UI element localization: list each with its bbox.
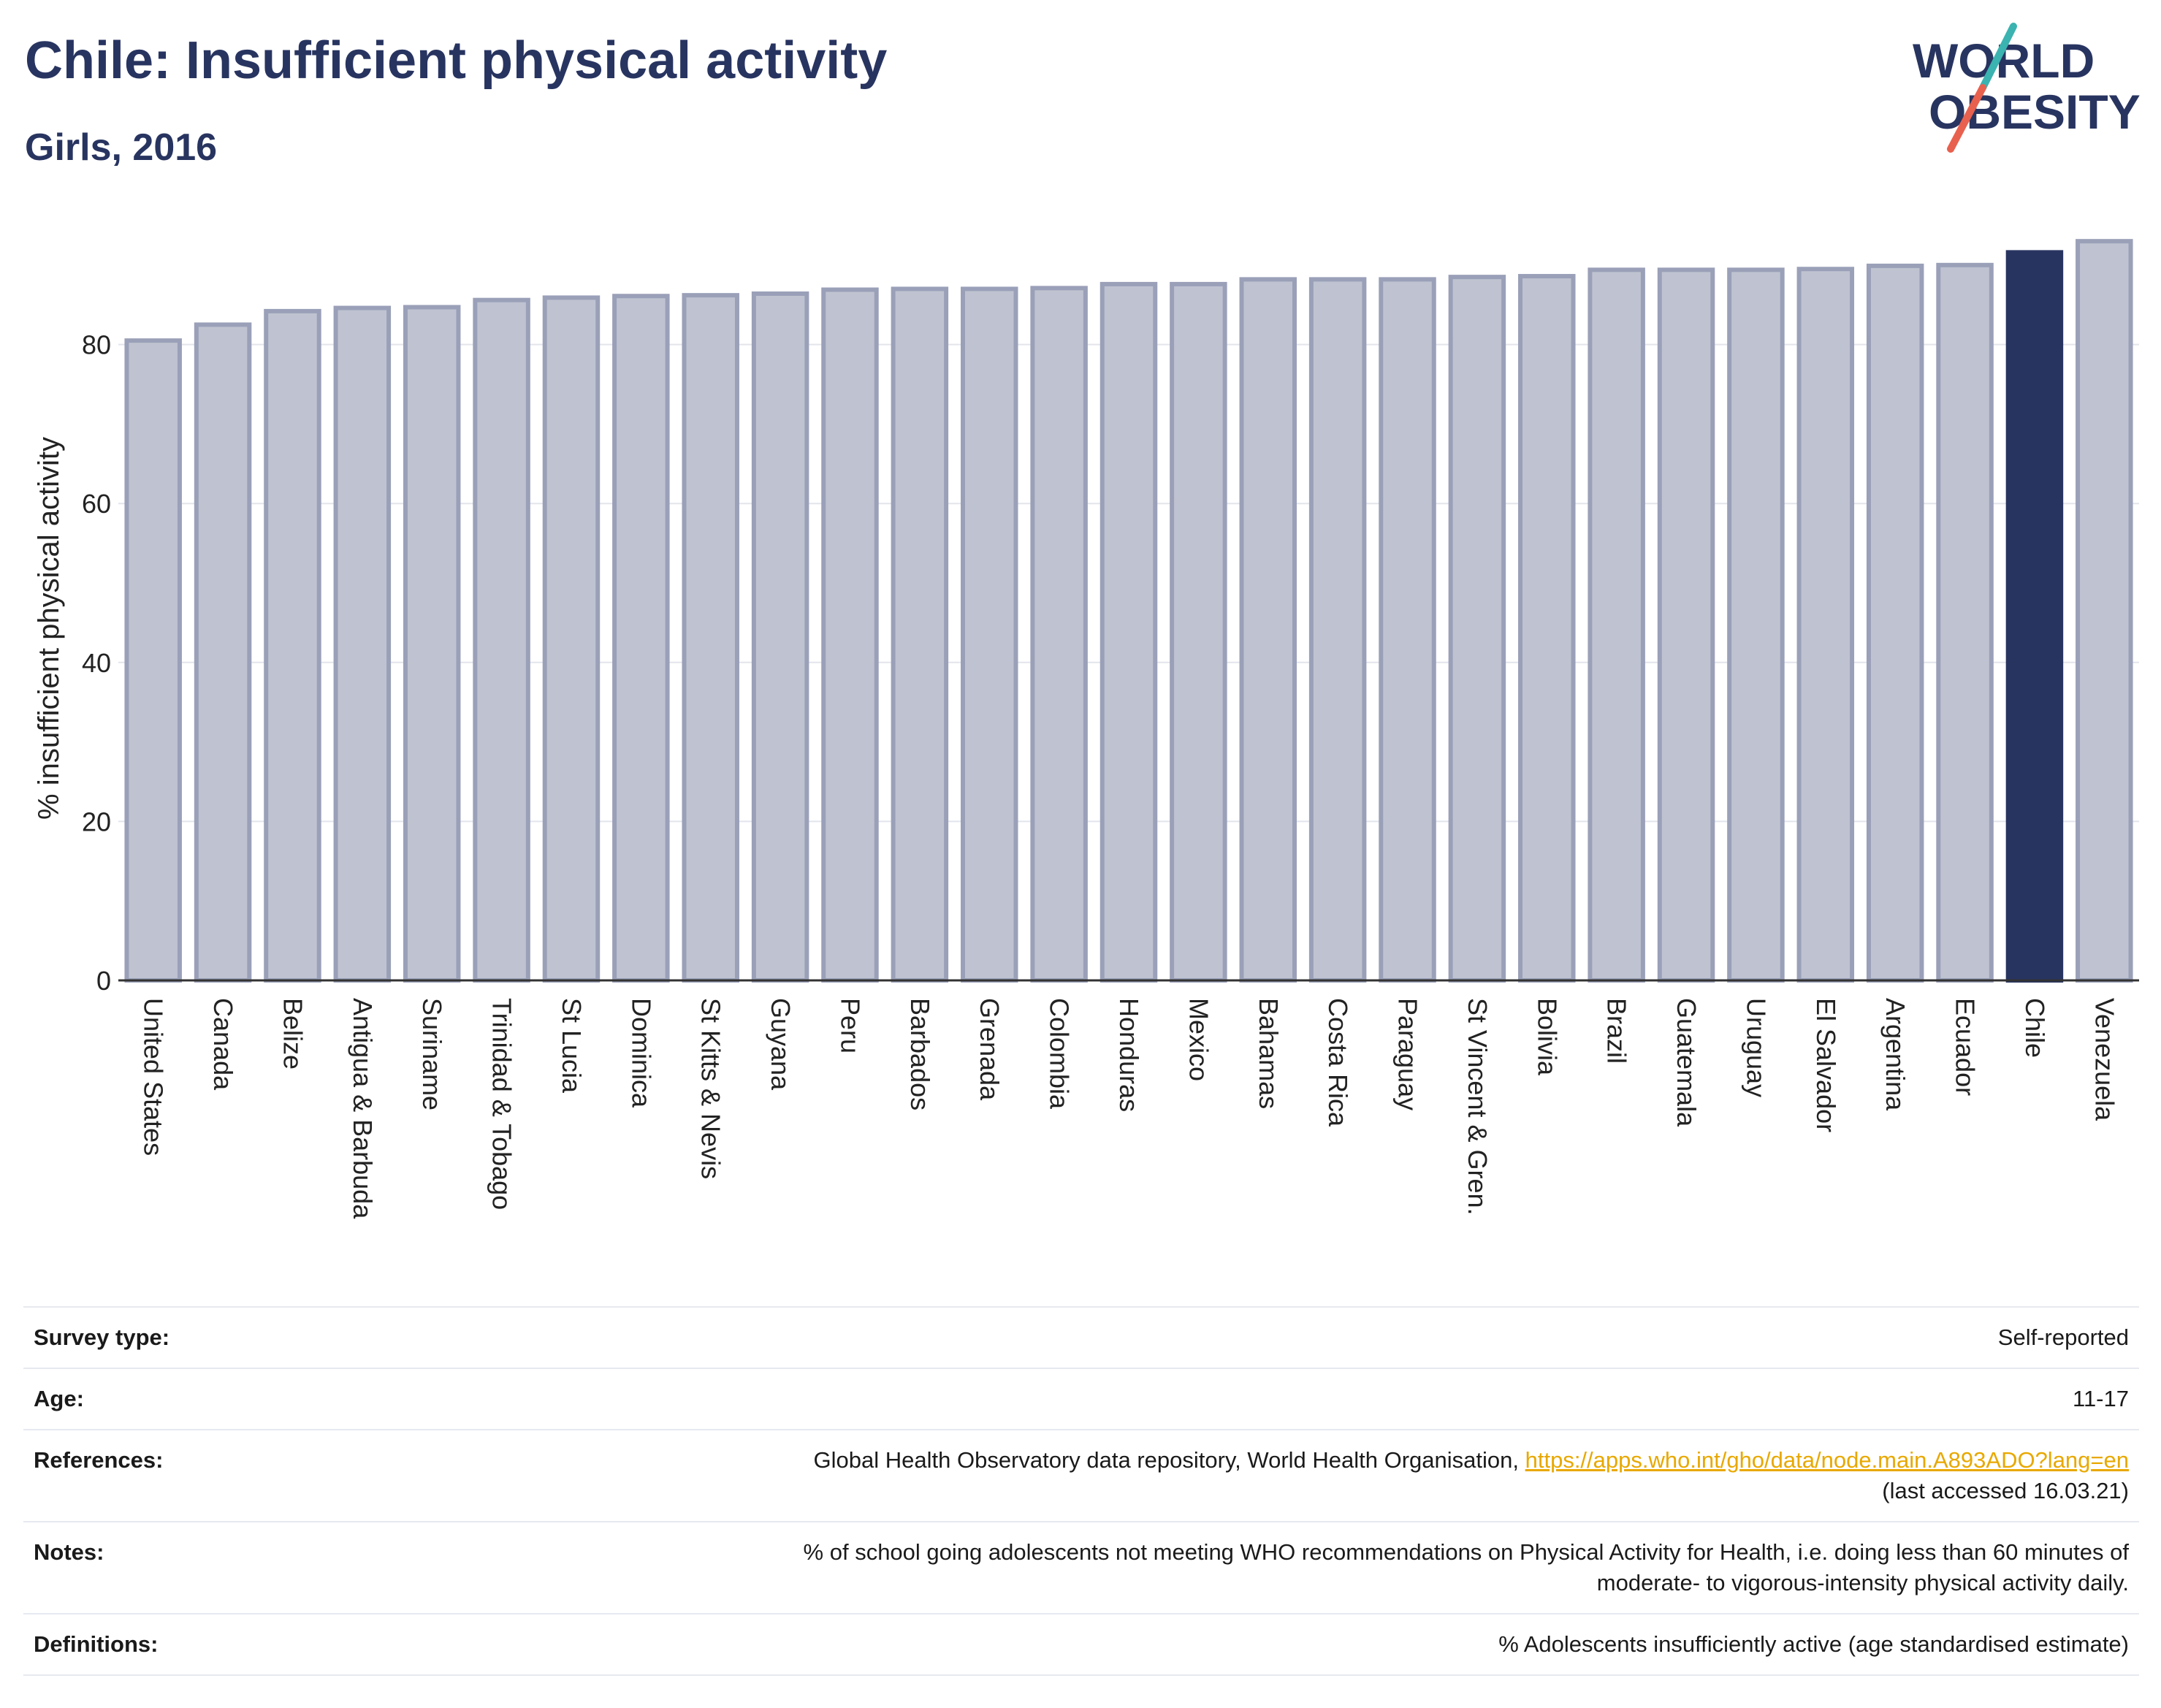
bar-grenada xyxy=(960,286,1018,983)
logo-slash-coral xyxy=(1947,84,1986,153)
bar-st-vincent-gren- xyxy=(1448,275,1506,983)
x-category-label: Uruguay xyxy=(1741,998,1771,1097)
bar-bahamas xyxy=(1239,277,1297,983)
bar-guatemala xyxy=(1657,267,1715,983)
x-category-label: Mexico xyxy=(1184,998,1213,1081)
x-category-label: Paraguay xyxy=(1393,998,1423,1110)
references-accessed: (last accessed 16.03.21) xyxy=(1882,1478,2129,1503)
age-row: Age: 11-17 xyxy=(23,1368,2139,1430)
references-link[interactable]: https://apps.who.int/gho/data/node.main.… xyxy=(1525,1447,2129,1473)
x-category-label: Argentina xyxy=(1880,998,1910,1111)
age-label: Age: xyxy=(34,1386,84,1411)
bar-mexico xyxy=(1170,281,1227,983)
x-category-label: Venezuela xyxy=(2089,998,2119,1121)
survey-type-label: Survey type: xyxy=(34,1324,170,1350)
world-obesity-logo: WORLD OBESITY xyxy=(1913,23,2141,153)
survey-type-value: Self-reported xyxy=(1997,1324,2129,1350)
notes-row: Notes: % of school going adolescents not… xyxy=(23,1522,2139,1614)
y-tick-label: 20 xyxy=(82,807,111,836)
bar-ecuador xyxy=(1936,262,1994,983)
x-category-label: Dominica xyxy=(626,998,656,1108)
x-category-label: Costa Rica xyxy=(1323,998,1353,1127)
references-text: Global Health Observatory data repositor… xyxy=(813,1447,1525,1473)
x-category-label: Canada xyxy=(208,998,238,1091)
bar-el-salvador xyxy=(1796,267,1855,983)
y-tick-label: 40 xyxy=(82,648,111,678)
notes-line-2: moderate- to vigorous-intensity physical… xyxy=(1596,1570,2129,1595)
bar-united-states xyxy=(124,338,182,983)
notes-value: % of school going adolescents not meetin… xyxy=(307,1522,2139,1614)
bar-costa-rica xyxy=(1308,277,1367,983)
bar-uruguay xyxy=(1727,267,1785,983)
x-category-label: Antigua & Barbuda xyxy=(348,998,378,1219)
info-table: Survey type: Self-reported Age: 11-17 Re… xyxy=(23,1306,2139,1676)
bar-colombia xyxy=(1030,286,1088,983)
x-category-label: Honduras xyxy=(1114,998,1144,1112)
chart-title: Chile: Insufficient physical activity xyxy=(25,31,888,90)
y-axis-title: % insufficient physical activity xyxy=(33,437,65,820)
bar-peru xyxy=(821,287,879,983)
x-category-label: St Lucia xyxy=(557,998,587,1094)
bar-trinidad-tobago xyxy=(473,297,530,983)
bar-bolivia xyxy=(1518,274,1576,983)
y-axis-ticks: 0 20 40 60 80 xyxy=(82,330,111,996)
chart-subtitle: Girls, 2016 xyxy=(25,126,218,169)
x-category-label: Guatemala xyxy=(1672,998,1701,1127)
x-category-label: Grenada xyxy=(975,998,1005,1101)
bar-guyana xyxy=(751,291,809,983)
x-category-label: Suriname xyxy=(417,998,447,1110)
bar-st-kitts-nevis xyxy=(682,293,739,983)
x-category-label: Barbados xyxy=(905,998,935,1110)
x-category-label: St Vincent & Gren. xyxy=(1463,998,1493,1216)
x-category-label: Trinidad & Tobago xyxy=(487,998,517,1210)
bar-argentina xyxy=(1866,263,1924,983)
x-category-label: United States xyxy=(139,998,169,1156)
bar-antigua-barbuda xyxy=(333,305,392,983)
bar-paraguay xyxy=(1379,277,1436,983)
bars xyxy=(124,239,2133,983)
x-category-label: Peru xyxy=(835,998,865,1053)
x-category-label: Bolivia xyxy=(1532,998,1562,1076)
age-value: 11-17 xyxy=(2073,1386,2129,1411)
notes-label: Notes: xyxy=(34,1539,104,1565)
bar-chile xyxy=(2005,250,2064,983)
bar-chart: 0 20 40 60 80 United States Canada Belize Antig… xyxy=(33,239,2139,1219)
references-label: References: xyxy=(34,1447,164,1473)
definitions-label: Definitions: xyxy=(34,1631,159,1657)
bar-barbados xyxy=(891,286,949,983)
x-category-label: Guyana xyxy=(766,998,796,1091)
x-category-label: Bahamas xyxy=(1254,998,1284,1109)
x-category-label: Chile xyxy=(2020,998,2050,1058)
x-category-label: Brazil xyxy=(1602,998,1632,1064)
bar-brazil xyxy=(1588,267,1645,983)
definitions-value: % Adolescents insufficiently active (age… xyxy=(1498,1631,2129,1657)
category-labels: United States Canada Belize Antigua & Barbu… xyxy=(139,998,2120,1219)
bar-belize xyxy=(264,308,321,983)
bar-venezuela xyxy=(2076,239,2133,983)
bar-dominica xyxy=(612,294,670,983)
y-tick-label: 60 xyxy=(82,489,111,519)
survey-type-row: Survey type: Self-reported xyxy=(23,1307,2139,1368)
x-category-label: Belize xyxy=(278,998,308,1070)
bar-canada xyxy=(194,322,252,983)
notes-line-1: % of school going adolescents not meetin… xyxy=(803,1539,2129,1565)
x-category-label: St Kitts & Nevis xyxy=(696,998,726,1179)
y-tick-label: 0 xyxy=(96,966,111,996)
x-category-label: El Salvador xyxy=(1811,998,1841,1132)
bar-honduras xyxy=(1099,281,1158,983)
bar-st-lucia xyxy=(542,295,601,983)
references-value: Global Health Observatory data repositor… xyxy=(307,1430,2139,1522)
y-tick-label: 80 xyxy=(82,330,111,360)
logo-slash-teal xyxy=(1979,23,2017,91)
x-category-label: Ecuador xyxy=(1951,998,1981,1096)
x-category-label: Colombia xyxy=(1045,998,1075,1110)
bar-suriname xyxy=(403,305,461,983)
definitions-row: Definitions: % Adolescents insufficientl… xyxy=(23,1614,2139,1675)
references-row: References: Global Health Observatory da… xyxy=(23,1430,2139,1522)
